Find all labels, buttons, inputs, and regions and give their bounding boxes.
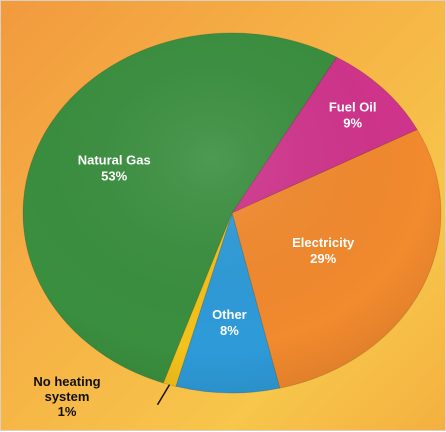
pie-shading (23, 33, 441, 393)
slice-label-natural-gas: Natural Gas (78, 153, 151, 168)
slice-value-electricity: 29% (310, 251, 336, 266)
slice-value-fuel-oil: 9% (343, 115, 362, 130)
slice-label-fuel-oil: Fuel Oil (329, 99, 377, 114)
slice-label-other: Other (212, 307, 247, 322)
slice-value-other: 8% (220, 323, 239, 338)
slice-value-no-heating-system: 1% (58, 404, 77, 419)
slice-value-natural-gas: 53% (101, 169, 127, 184)
slice-label-no-heating-system-line-2: system (45, 389, 90, 404)
leader-line-no-heating-system (156, 384, 171, 406)
slice-label-no-heating-system-line-1: No heating (33, 374, 100, 389)
slice-label-electricity: Electricity (292, 235, 355, 250)
